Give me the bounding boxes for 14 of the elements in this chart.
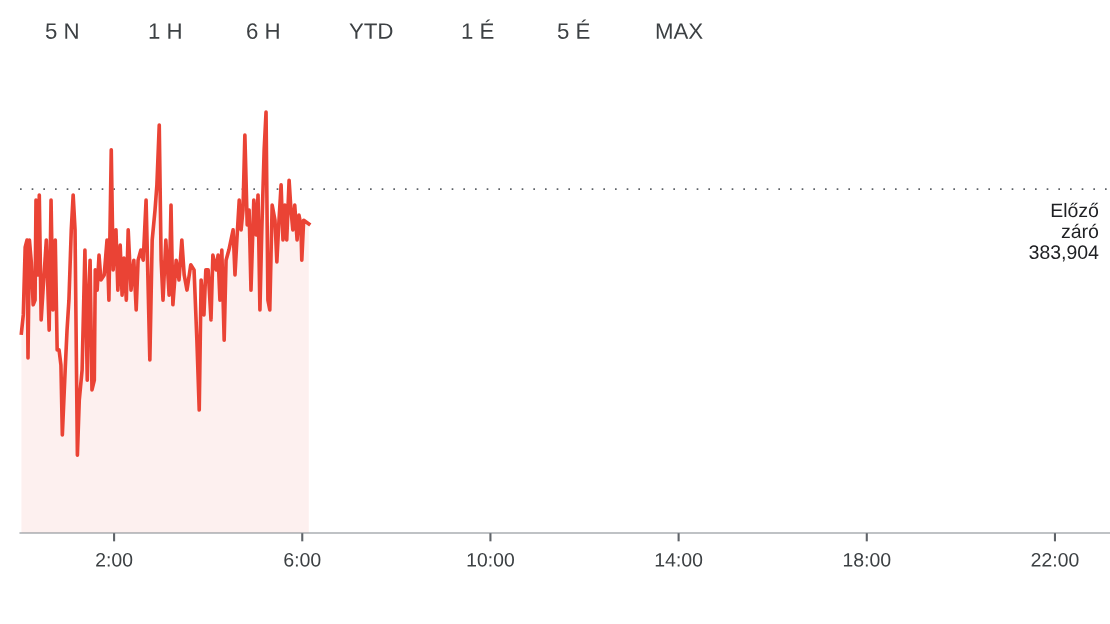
text: 5 N (45, 23, 78, 39)
x-tick-label: 22:00 (1031, 552, 1079, 567)
text: 6 H (247, 23, 279, 39)
text: YTD (349, 23, 393, 39)
text: MAX (656, 23, 703, 39)
x-tick-label: 18:00 (843, 552, 891, 567)
x-tick-label: 10:00 (467, 552, 515, 567)
text: 5 É (557, 19, 590, 39)
x-tick-label: 6:00 (284, 552, 321, 567)
text: 1 H (149, 23, 181, 39)
ref-line-label: Előző záró 383,904 (1029, 202, 1099, 262)
x-tick-label: 2:00 (96, 552, 133, 567)
text: 1 É (462, 19, 494, 39)
x-tick-label: 14:00 (655, 552, 703, 567)
